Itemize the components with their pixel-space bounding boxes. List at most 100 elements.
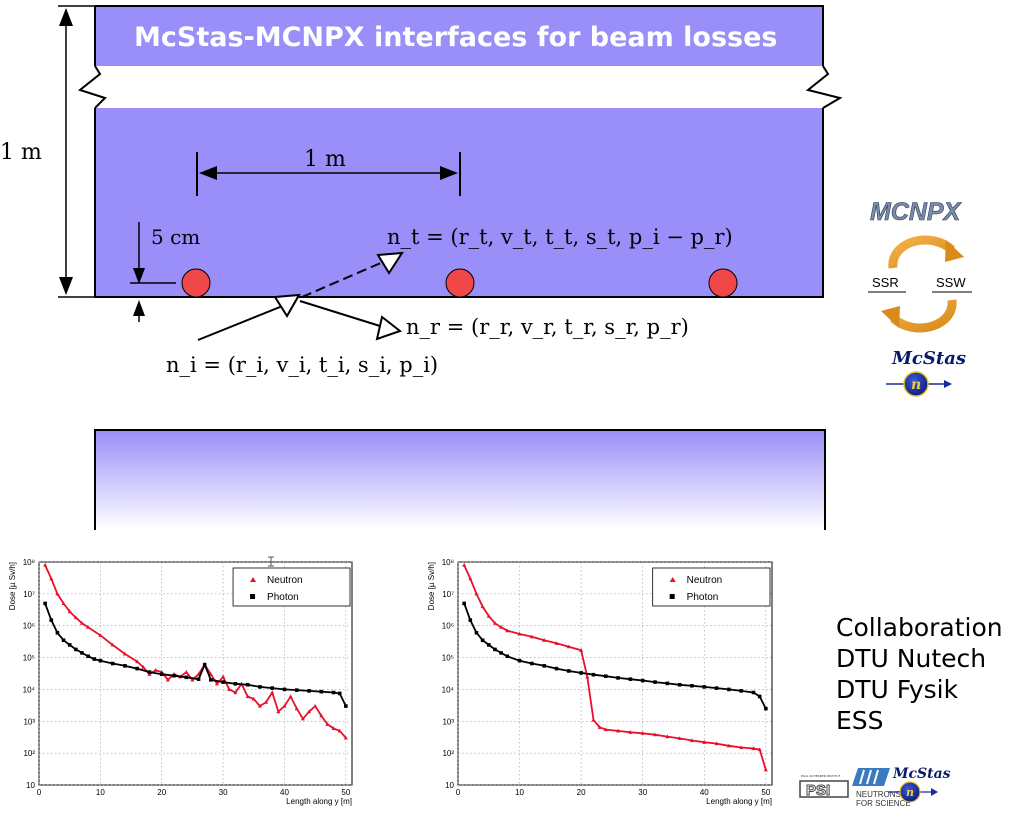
data-point xyxy=(300,716,305,721)
data-point xyxy=(196,677,201,681)
badge-letter: n xyxy=(911,377,921,393)
data-point xyxy=(325,722,330,726)
break-mark-right xyxy=(805,65,843,109)
psi-small-text: PAUL SCHERRER INSTITUT xyxy=(801,774,841,778)
data-point xyxy=(331,690,336,695)
x-tick-label: 20 xyxy=(157,788,166,797)
y-axis-label: Dose [µ Sv/h] xyxy=(8,562,17,610)
data-point xyxy=(288,694,293,699)
height-label: 1 m xyxy=(0,140,42,165)
data-point xyxy=(751,690,756,695)
data-point xyxy=(73,615,78,620)
data-point xyxy=(110,642,115,647)
data-point xyxy=(702,740,707,744)
data-point xyxy=(763,767,768,772)
y-tick-label: 10⁵ xyxy=(23,654,35,663)
data-point xyxy=(505,628,510,633)
legend-entry: Neutron xyxy=(687,575,723,586)
data-point xyxy=(294,688,299,692)
ssr-label: SSR xyxy=(872,275,899,290)
data-point xyxy=(190,677,195,682)
collaboration-line: ESS xyxy=(836,706,884,735)
legend-box xyxy=(232,567,351,607)
spacing-label: 1 m xyxy=(304,147,346,172)
data-point xyxy=(251,696,256,701)
x-tick-label: 50 xyxy=(341,788,350,797)
data-point xyxy=(486,613,491,618)
data-point xyxy=(153,668,158,672)
data-point xyxy=(530,661,534,666)
x-tick-label: 30 xyxy=(219,788,228,797)
data-point xyxy=(307,689,311,693)
data-point xyxy=(282,687,287,692)
data-point xyxy=(245,682,250,687)
data-point xyxy=(462,601,466,606)
data-point xyxy=(474,591,479,596)
legend-marker-photon xyxy=(250,594,256,599)
spacing-dimension xyxy=(196,152,461,196)
data-point xyxy=(159,672,164,677)
data-point xyxy=(486,643,491,647)
data-point xyxy=(110,661,115,666)
data-point xyxy=(764,706,768,711)
data-point xyxy=(739,745,744,750)
x-tick-label: 30 xyxy=(638,788,647,797)
data-point xyxy=(270,686,275,690)
mcnpx-mcstas-logo: MCNPX SSR SSW McStas n xyxy=(868,198,972,397)
legend-marker-neutron xyxy=(669,577,676,582)
x-tick-label: 20 xyxy=(577,788,586,797)
data-point xyxy=(517,631,522,636)
data-point xyxy=(184,669,189,674)
break-mark-left xyxy=(77,65,107,109)
data-point xyxy=(505,654,510,659)
legend-entry: Photon xyxy=(267,592,299,603)
institute-logos: PAUL SCHERRER INSTITUT PSI NEUTRONS FOR … xyxy=(799,766,951,808)
transmitted-ray xyxy=(301,251,404,298)
data-point xyxy=(493,647,497,652)
data-point xyxy=(603,727,608,732)
data-point xyxy=(726,743,731,748)
incident-ray xyxy=(197,293,301,341)
data-point xyxy=(640,731,645,735)
data-point xyxy=(665,681,670,686)
data-point xyxy=(343,735,348,740)
data-point xyxy=(689,738,694,743)
mcstas-small-text: McStas xyxy=(892,766,951,782)
data-point xyxy=(43,562,48,567)
data-point xyxy=(757,747,762,752)
y-tick-label: 10⁴ xyxy=(442,685,455,694)
data-point xyxy=(319,713,324,718)
data-point xyxy=(270,690,275,695)
data-point xyxy=(233,690,238,695)
height-dimension xyxy=(58,5,95,298)
data-point xyxy=(579,648,584,652)
data-point xyxy=(653,680,657,684)
y-tick-label: 10³ xyxy=(23,717,35,726)
data-point xyxy=(135,666,139,671)
offset-label: 5 cm xyxy=(151,225,200,249)
data-point xyxy=(628,677,633,681)
y-tick-label: 10² xyxy=(23,749,35,758)
y-axis-label: Dose [µ Sv/h] xyxy=(427,562,436,610)
data-point xyxy=(616,728,621,733)
data-point xyxy=(165,677,170,682)
legend-marker-photon xyxy=(669,594,675,599)
legend-entry: Neutron xyxy=(267,575,303,586)
data-point xyxy=(462,562,467,567)
data-point xyxy=(319,689,324,694)
data-point xyxy=(529,634,534,639)
data-point xyxy=(677,682,682,687)
data-point xyxy=(313,703,318,708)
series-line-neutron xyxy=(44,564,347,739)
data-point xyxy=(585,674,590,679)
data-point xyxy=(49,576,54,581)
data-point xyxy=(227,687,232,692)
data-point xyxy=(258,685,262,689)
x-tick-label: 0 xyxy=(37,788,42,797)
x-tick-label: 40 xyxy=(700,788,709,797)
data-point xyxy=(135,659,140,664)
reflected-state-label: n_r = (r_r, v_r, t_r, s_r, p_r) xyxy=(406,315,689,339)
